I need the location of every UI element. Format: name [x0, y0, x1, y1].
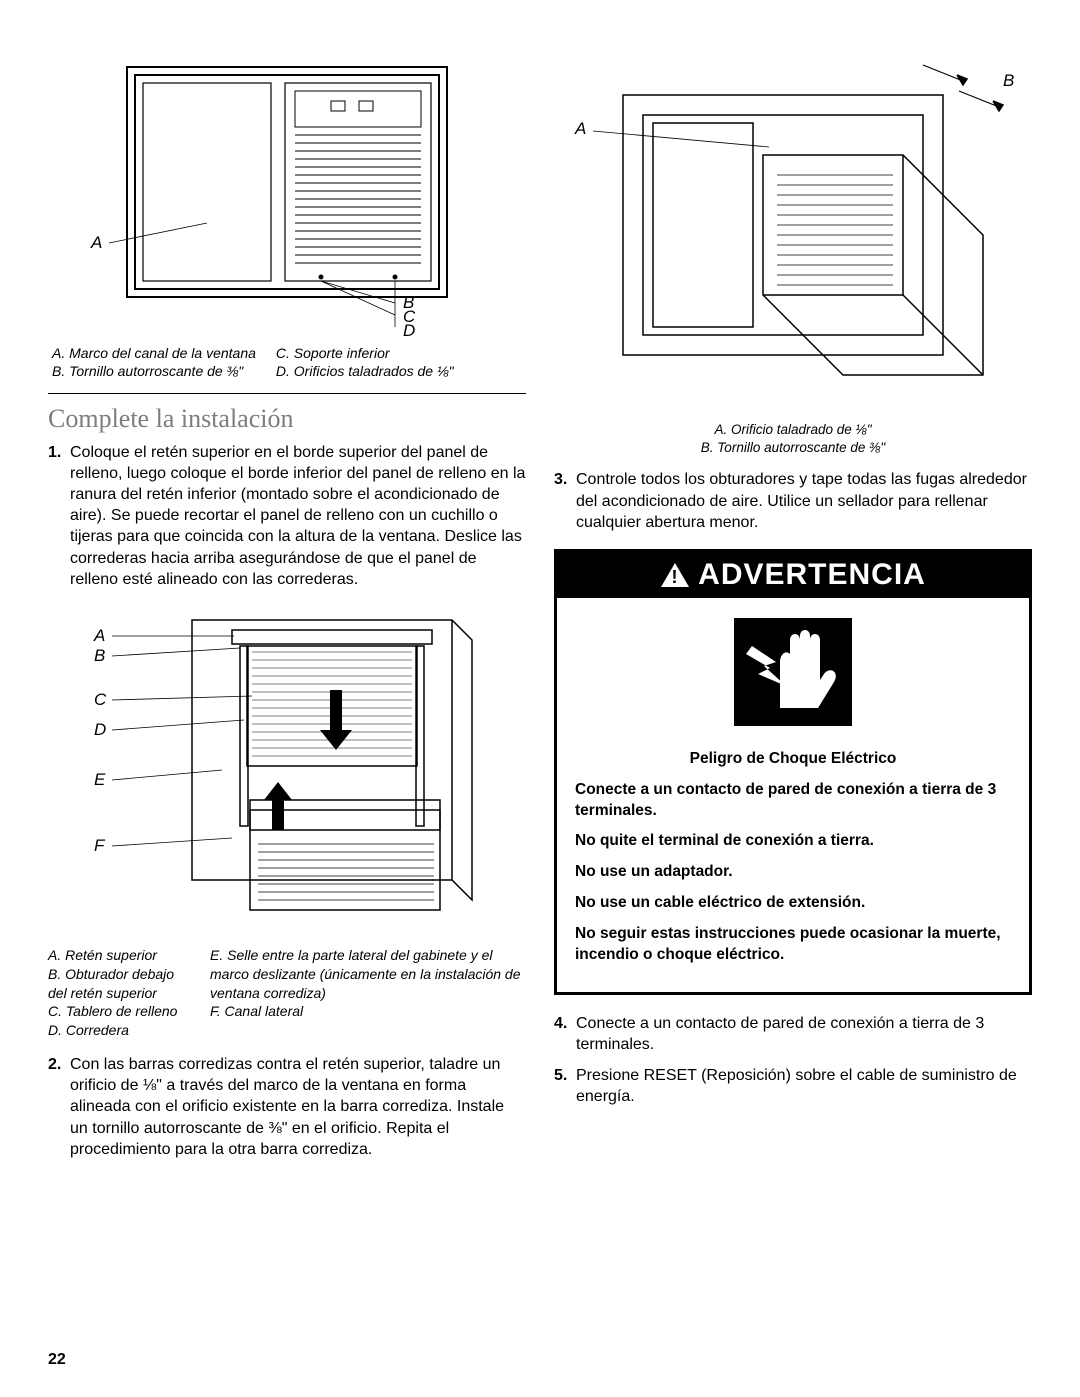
step-5-text: Presione RESET (Reposición) sobre el cab…: [576, 1067, 1017, 1105]
section-title: Complete la instalación: [48, 404, 526, 434]
figure-1-svg: [87, 55, 487, 335]
step-5: 5. Presione RESET (Reposición) sobre el …: [576, 1065, 1032, 1107]
figure-1-caption: A. Marco del canal de la ventana B. Torn…: [48, 345, 526, 379]
warning-box: ! ADVERTENCIA Peligro de Choque Eléctric…: [554, 549, 1032, 995]
figure-2-svg: [72, 600, 502, 940]
step-5-num: 5.: [554, 1065, 567, 1086]
fig1-cap-b: B. Tornillo autorroscante de ⅜": [52, 363, 256, 379]
step-3: 3. Controle todos los obturadores y tape…: [576, 469, 1032, 532]
fig2-cap-a: A. Retén superior: [48, 946, 188, 965]
warning-l2: No quite el terminal de conexión a tierr…: [575, 831, 1011, 852]
left-column: A B C D A. Marco del canal de la ventana…: [48, 55, 526, 1170]
warning-header: ! ADVERTENCIA: [557, 552, 1029, 598]
step-1-num: 1.: [48, 442, 61, 463]
fig2-label-b: B: [94, 646, 105, 666]
step-1: 1. Coloque el retén superior en el borde…: [70, 442, 526, 590]
warning-header-text: ADVERTENCIA: [698, 558, 926, 592]
warning-l5: No seguir estas instrucciones puede ocas…: [575, 924, 1011, 966]
fig2-label-f: F: [94, 836, 104, 856]
warning-l4: No use un cable eléctrico de extensión.: [575, 893, 1011, 914]
step-list-left: 1. Coloque el retén superior en el borde…: [48, 442, 526, 590]
figure-2-caption: A. Retén superior B. Obturador debajo de…: [48, 946, 526, 1040]
fig2-cap-e: E. Selle entre la parte lateral del gabi…: [210, 946, 526, 1003]
fig2-label-e: E: [94, 770, 105, 790]
step-2: 2. Con las barras corredizas contra el r…: [70, 1054, 526, 1160]
fig1-cap-a: A. Marco del canal de la ventana: [52, 345, 256, 361]
fig2-cap-c: C. Tablero de relleno: [48, 1002, 188, 1021]
figure-3-svg: [563, 55, 1023, 415]
fig2-cap-f: F. Canal lateral: [210, 1002, 526, 1021]
step-4-num: 4.: [554, 1013, 567, 1034]
page-columns: A B C D A. Marco del canal de la ventana…: [48, 55, 1032, 1170]
svg-text:!: !: [672, 567, 679, 587]
fig1-cap-d: D. Orificios taladrados de ⅛": [276, 363, 454, 379]
figure-1: A B C D A. Marco del canal de la ventana…: [48, 55, 526, 379]
warning-body: Peligro de Choque Eléctrico Conecte a un…: [557, 598, 1029, 992]
warning-l1: Conecte a un contacto de pared de conexi…: [575, 780, 1011, 822]
fig2-cap-d: D. Corredera: [48, 1021, 188, 1040]
step-3-num: 3.: [554, 469, 567, 490]
fig2-label-c: C: [94, 690, 106, 710]
step-4: 4. Conecte a un contacto de pared de con…: [576, 1013, 1032, 1055]
warning-title: Peligro de Choque Eléctrico: [575, 749, 1011, 770]
fig1-cap-c: C. Soporte inferior: [276, 345, 454, 361]
fig2-cap-b: B. Obturador debajo del retén superior: [48, 965, 188, 1003]
step-list-right-1: 3. Controle todos los obturadores y tape…: [554, 469, 1032, 532]
step-list-left-2: 2. Con las barras corredizas contra el r…: [48, 1054, 526, 1160]
figure-2: A B C D E F A. Retén superior B. Obturad…: [48, 600, 526, 1040]
fig3-label-a: A: [575, 119, 586, 139]
step-4-text: Conecte a un contacto de pared de conexi…: [576, 1015, 984, 1053]
fig2-label-d: D: [94, 720, 106, 740]
fig2-label-a: A: [94, 626, 105, 646]
step-list-right-2: 4. Conecte a un contacto de pared de con…: [554, 1013, 1032, 1107]
right-column: A B A. Orificio taladrado de ⅛" B. Torni…: [554, 55, 1032, 1170]
fig1-label-a: A: [91, 233, 102, 253]
fig3-cap-a: A. Orificio taladrado de ⅛": [701, 421, 885, 439]
warning-triangle-icon: !: [660, 562, 690, 588]
step-1-text: Coloque el retén superior en el borde su…: [70, 444, 525, 588]
step-2-num: 2.: [48, 1054, 61, 1075]
figure-3-caption: A. Orificio taladrado de ⅛" B. Tornillo …: [701, 421, 885, 457]
fig3-cap-b: B. Tornillo autorroscante de ⅜": [701, 439, 885, 457]
step-3-text: Controle todos los obturadores y tape to…: [576, 471, 1027, 530]
fig3-label-b: B: [1003, 71, 1014, 91]
figure-3: A B A. Orificio taladrado de ⅛" B. Torni…: [554, 55, 1032, 469]
divider: [48, 393, 526, 394]
step-2-text: Con las barras corredizas contra el reté…: [70, 1056, 504, 1157]
shock-hand-icon: [575, 612, 1011, 739]
page-number: 22: [48, 1351, 66, 1369]
fig1-label-d: D: [403, 321, 415, 341]
warning-l3: No use un adaptador.: [575, 862, 1011, 883]
